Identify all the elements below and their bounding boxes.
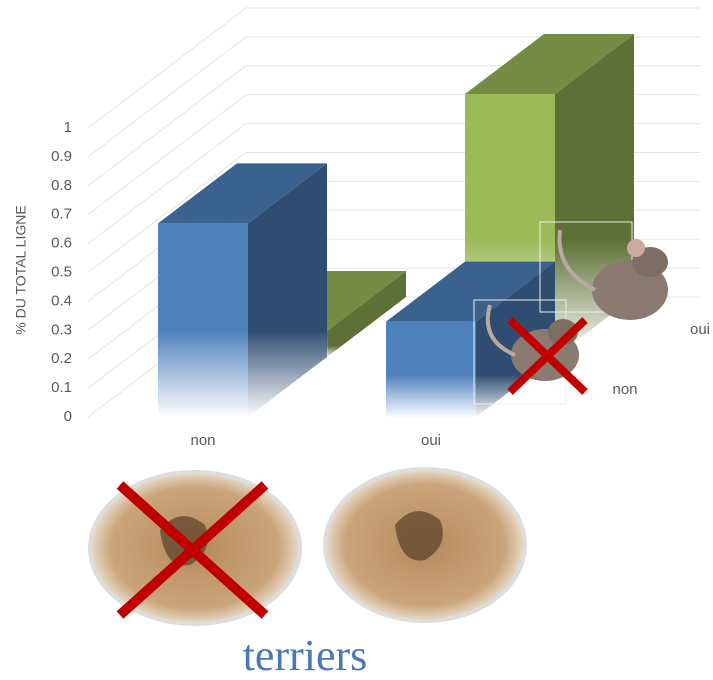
y-tick-label: 0.8: [51, 177, 72, 194]
bars: [157, 34, 635, 418]
x-tick-label: oui: [421, 432, 441, 449]
burrow-image: [88, 470, 302, 626]
depth-label: oui: [690, 321, 710, 338]
y-axis-title: % DU TOTAL LIGNE: [13, 205, 29, 334]
bar-fade: [157, 223, 328, 418]
y-tick-label: 0.6: [51, 235, 72, 252]
x-axis-title: terriers: [243, 631, 368, 680]
burrow-image: [323, 467, 527, 623]
y-tick-label: 0.2: [51, 350, 72, 367]
x-tick-label: non: [190, 432, 215, 449]
y-tick-label: 0.4: [51, 292, 72, 309]
y-tick-label: 0.5: [51, 263, 72, 280]
bar-top: [158, 163, 327, 224]
bar-top: [386, 261, 555, 322]
bar-top: [465, 34, 634, 95]
bar: [157, 163, 328, 418]
mouse-image: [473, 299, 588, 405]
y-tick-label: 1: [64, 119, 72, 136]
mouse-image: [539, 221, 668, 320]
depth-label: non: [612, 381, 637, 398]
y-tick-label: 0.7: [51, 206, 72, 223]
y-tick-label: 0.3: [51, 321, 72, 338]
grid-line: [87, 7, 700, 129]
y-tick-label: 0.9: [51, 148, 72, 165]
y-tick-label: 0.1: [51, 379, 72, 396]
y-tick-label: 0: [64, 408, 72, 425]
